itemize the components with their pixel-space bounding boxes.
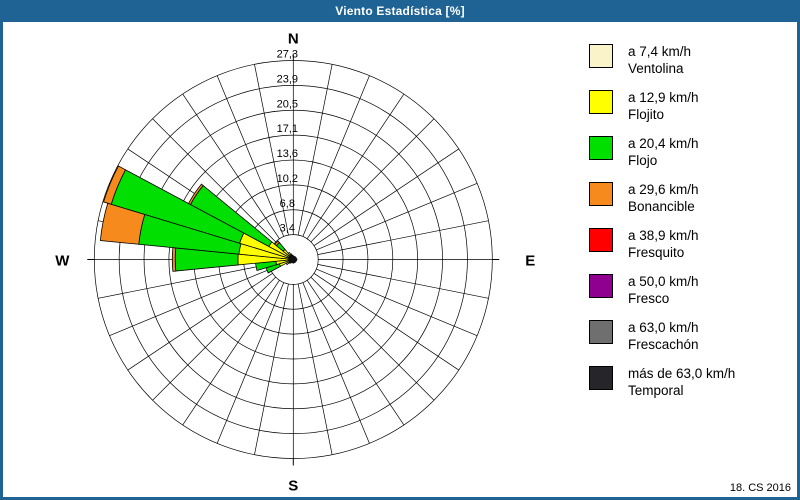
legend-item-frescach-n: a 63,0 km/h Frescachón: [589, 319, 789, 365]
radial-tick-label: 13,6: [277, 148, 298, 160]
petal-segment: [274, 240, 280, 247]
window-title: Viento Estadística [%]: [335, 4, 465, 18]
wind-rose-chart: 3,4 6,8 10,2 13,6 17,1 20,5 23,9 27,3N E S W: [55, 31, 535, 495]
legend-category-name: Flojito: [628, 107, 665, 122]
center-dot: [289, 255, 298, 264]
legend-text: a 12,9 km/h Flojito: [628, 89, 699, 123]
legend-speed-label: a 38,9 km/h: [628, 228, 699, 243]
grid-spoke: [182, 93, 280, 240]
legend: a 7,4 km/h Ventolina a 12,9 km/h Flojito a 2…: [589, 43, 789, 411]
petal-segment: [171, 247, 177, 272]
compass-label-e: E: [525, 253, 535, 270]
grid-spoke: [306, 279, 405, 426]
grid-spoke: [216, 282, 285, 444]
legend-swatch-icon: [589, 228, 613, 252]
legend-swatch-icon: [589, 182, 613, 206]
grid-spoke: [306, 93, 405, 240]
grid-spoke: [313, 148, 459, 246]
grid-spoke: [254, 64, 289, 236]
grid-spoke: [98, 264, 269, 299]
legend-swatch-icon: [589, 44, 613, 68]
grid-spoke: [316, 268, 478, 336]
petal-segment: [103, 165, 127, 205]
grid-spoke: [310, 276, 435, 401]
legend-speed-label: a 20,4 km/h: [628, 136, 699, 151]
petal-segment: [187, 183, 204, 206]
legend-item-temporal: más de 63,0 km/h Temporal: [589, 365, 789, 411]
grid-spoke: [317, 264, 489, 299]
legend-category-name: Bonancible: [628, 199, 695, 214]
grid-spoke: [127, 273, 273, 371]
legend-text: a 7,4 km/h Ventolina: [628, 43, 691, 77]
legend-swatch-icon: [589, 136, 613, 160]
legend-speed-label: a 29,6 km/h: [628, 182, 699, 197]
legend-item-ventolina: a 7,4 km/h Ventolina: [589, 43, 789, 89]
grid-spoke: [216, 75, 285, 237]
footer-credit: 18. CS 2016: [729, 482, 791, 494]
radial-tick-label: 27,3: [277, 49, 298, 61]
radial-tick-label: 17,1: [277, 123, 298, 135]
grid-spoke: [313, 273, 459, 371]
legend-swatch-icon: [589, 320, 613, 344]
legend-category-name: Fresquito: [628, 245, 685, 260]
grid-spoke: [317, 220, 489, 255]
legend-speed-label: a 12,9 km/h: [628, 90, 699, 105]
radial-tick-label: 6,8: [280, 198, 295, 210]
legend-category-name: Ventolina: [628, 61, 684, 76]
legend-text: a 50,0 km/h Fresco: [628, 273, 699, 307]
legend-text: a 20,4 km/h Flojo: [628, 135, 699, 169]
grid-spoke: [302, 75, 370, 237]
legend-speed-label: a 63,0 km/h: [628, 320, 699, 335]
grid-spoke: [254, 283, 289, 455]
legend-speed-label: a 7,4 km/h: [628, 44, 692, 59]
compass-label-n: N: [288, 31, 299, 48]
legend-item-flojo: a 20,4 km/h Flojo: [589, 135, 789, 181]
legend-swatch-icon: [589, 90, 613, 114]
legend-text: a 38,9 km/h Fresquito: [628, 227, 699, 261]
grid-spoke: [182, 279, 280, 426]
title-bar[interactable]: Viento Estadística [%]: [3, 0, 797, 22]
grid-spoke: [297, 283, 333, 455]
legend-speed-label: a 50,0 km/h: [628, 274, 699, 289]
grid-spoke: [297, 64, 333, 236]
legend-speed-label: más de 63,0 km/h: [628, 366, 736, 381]
grid-spoke: [316, 183, 478, 251]
grid-spoke: [109, 268, 271, 336]
grid-spoke: [152, 118, 276, 243]
radial-tick-label: 10,2: [277, 173, 298, 185]
legend-category-name: Fresco: [628, 291, 670, 306]
legend-category-name: Flojo: [628, 153, 658, 168]
radial-tick-label: 3,4: [280, 223, 295, 235]
legend-text: más de 63,0 km/h Temporal: [628, 365, 735, 399]
radial-tick-label: 20,5: [277, 98, 298, 110]
grid-spoke: [302, 282, 370, 444]
legend-category-name: Temporal: [628, 383, 684, 398]
legend-swatch-icon: [589, 366, 613, 390]
compass-label-w: W: [55, 253, 70, 270]
grid-spoke: [152, 276, 276, 401]
legend-category-name: Frescachón: [628, 337, 699, 352]
legend-item-flojito: a 12,9 km/h Flojito: [589, 89, 789, 135]
legend-item-fresquito: a 38,9 km/h Fresquito: [589, 227, 789, 273]
legend-item-fresco: a 50,0 km/h Fresco: [589, 273, 789, 319]
compass-label-s: S: [288, 478, 298, 495]
legend-swatch-icon: [589, 274, 613, 298]
legend-text: a 63,0 km/h Frescachón: [628, 319, 699, 353]
legend-item-bonancible: a 29,6 km/h Bonancible: [589, 181, 789, 227]
grid-spoke: [310, 118, 435, 243]
radial-tick-label: 23,9: [277, 73, 298, 85]
legend-text: a 29,6 km/h Bonancible: [628, 181, 699, 215]
chart-content: 3,4 6,8 10,2 13,6 17,1 20,5 23,9 27,3 N E S W a 7,4…: [3, 22, 797, 497]
